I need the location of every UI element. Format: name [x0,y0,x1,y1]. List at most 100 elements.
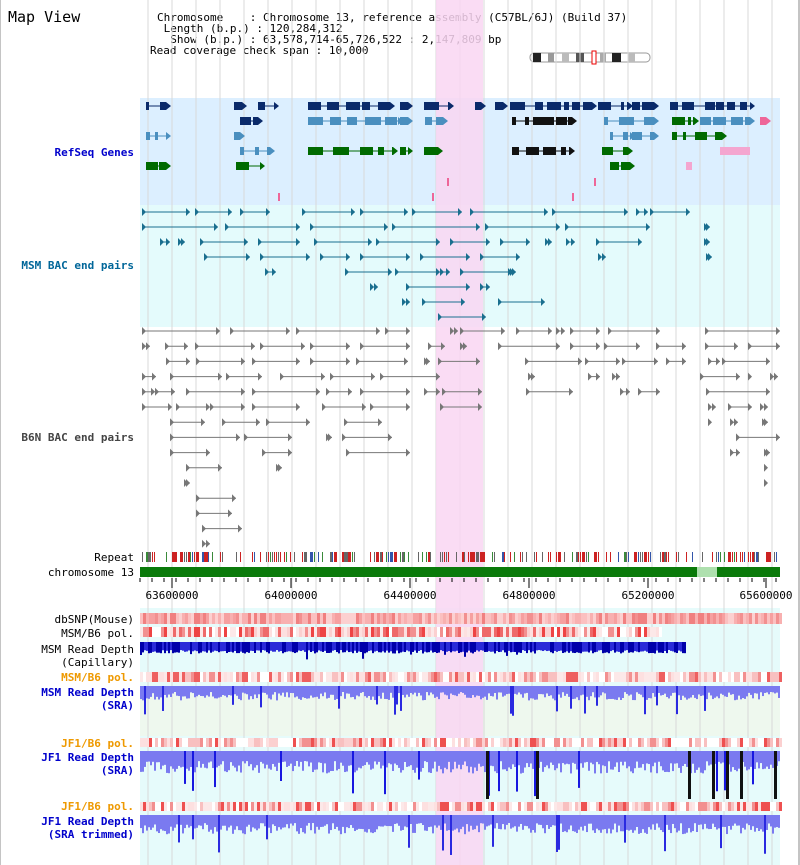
repeat-element [472,552,475,562]
msm-read-depth-sra-track[interactable] [140,686,780,716]
bac-end-marker [531,372,535,381]
depth-bar [474,815,476,830]
depth-bar [416,642,418,653]
heat-cell [308,738,311,747]
heat-cell [743,802,746,811]
heat-cell [206,672,209,682]
depth-bar [628,686,630,696]
depth-bar [216,815,218,832]
depth-bar [532,751,534,769]
refseq-genes-track[interactable] [146,102,771,201]
label-line: JF1 Read Depth [41,751,134,764]
bac-end-marker [142,387,146,396]
heat-cell [320,672,323,682]
msm-b6-pol-track[interactable] [140,627,662,637]
depth-bar [264,815,266,827]
jf1-b6-pol-track[interactable] [140,738,782,747]
depth-bar [528,642,530,651]
heat-cell [179,738,182,747]
heat-cell [446,613,449,624]
repeat-element [768,552,771,562]
msm-bac-label[interactable]: MSM BAC end pairs [21,259,134,272]
heat-cell [776,613,779,624]
heat-cell [686,672,689,682]
depth-bar [202,751,204,764]
repeat-track[interactable] [142,552,777,562]
gene-exon [436,117,443,125]
chromosome-ideogram[interactable] [529,50,651,65]
depth-bar [518,686,520,693]
heat-cell [152,613,155,624]
depth-bar [192,642,194,652]
heat-cell [215,672,218,682]
depth-bar [174,642,176,653]
jf1-b6-pol-track-2[interactable] [140,802,782,811]
depth-bar [492,642,494,652]
heat-cell [557,613,560,624]
depth-bar [186,815,188,825]
depth-bar [150,751,152,766]
depth-bar [624,815,626,843]
heat-cell [770,738,773,747]
depth-bar [626,642,628,651]
depth-bar [390,815,392,827]
heat-cell [560,627,563,637]
depth-bar [494,686,496,694]
bac-end-marker [392,223,396,231]
depth-bar [742,815,744,828]
depth-bar [702,686,704,696]
heat-cell [320,738,323,747]
heat-cell [761,613,764,624]
heat-cell [752,613,755,624]
heat-cell [455,627,458,637]
depth-bar [486,815,488,827]
depth-bar [276,642,278,651]
bac-end-marker [730,448,734,457]
heat-cell [746,802,749,811]
bac-end-marker [596,238,600,246]
msm-b6-pol-track-2[interactable] [140,672,782,682]
heat-cell [698,613,701,624]
depth-bar [144,686,146,715]
heat-cell [143,738,146,747]
bac-end-marker [142,223,146,231]
depth-bar [330,686,332,695]
depth-bar [442,751,444,774]
b6n-bac-label[interactable]: B6N BAC end pairs [21,431,134,444]
repeat-element [422,552,423,562]
repeat-element [618,552,619,562]
selected-region-highlight[interactable] [436,0,483,865]
depth-bar [206,642,208,653]
depth-bar [584,642,586,652]
heat-cell [671,802,674,811]
depth-bar [296,815,298,832]
msm-read-depth-capillary-track[interactable] [140,642,686,660]
heat-cell [341,627,344,637]
heat-cell [239,802,242,811]
heat-cell [239,613,242,624]
jf1-read-depth-sra-track[interactable] [140,751,780,799]
depth-bar [144,751,146,767]
depth-bar [190,815,192,827]
heat-cell [722,613,725,624]
bac-end-marker [166,357,170,366]
msm-bac-track[interactable] [142,208,712,321]
depth-bar [754,751,756,769]
heat-cell [608,672,611,682]
heat-cell [185,627,188,637]
heat-cell [497,738,500,747]
depth-bar [550,751,552,763]
heat-cell [233,738,236,747]
heat-cell [593,802,596,811]
heat-cell [329,627,332,637]
jf1-read-depth-trimmed-track[interactable] [140,815,780,855]
heat-cell [350,613,353,624]
heat-cell [332,802,335,811]
dbsnp-track[interactable] [140,613,782,624]
depth-bar [580,815,582,827]
refseq-genes-label[interactable]: RefSeq Genes [54,146,134,159]
gene-exon [308,147,323,155]
b6n-bac-track[interactable] [142,327,780,548]
depth-bar [686,686,688,700]
